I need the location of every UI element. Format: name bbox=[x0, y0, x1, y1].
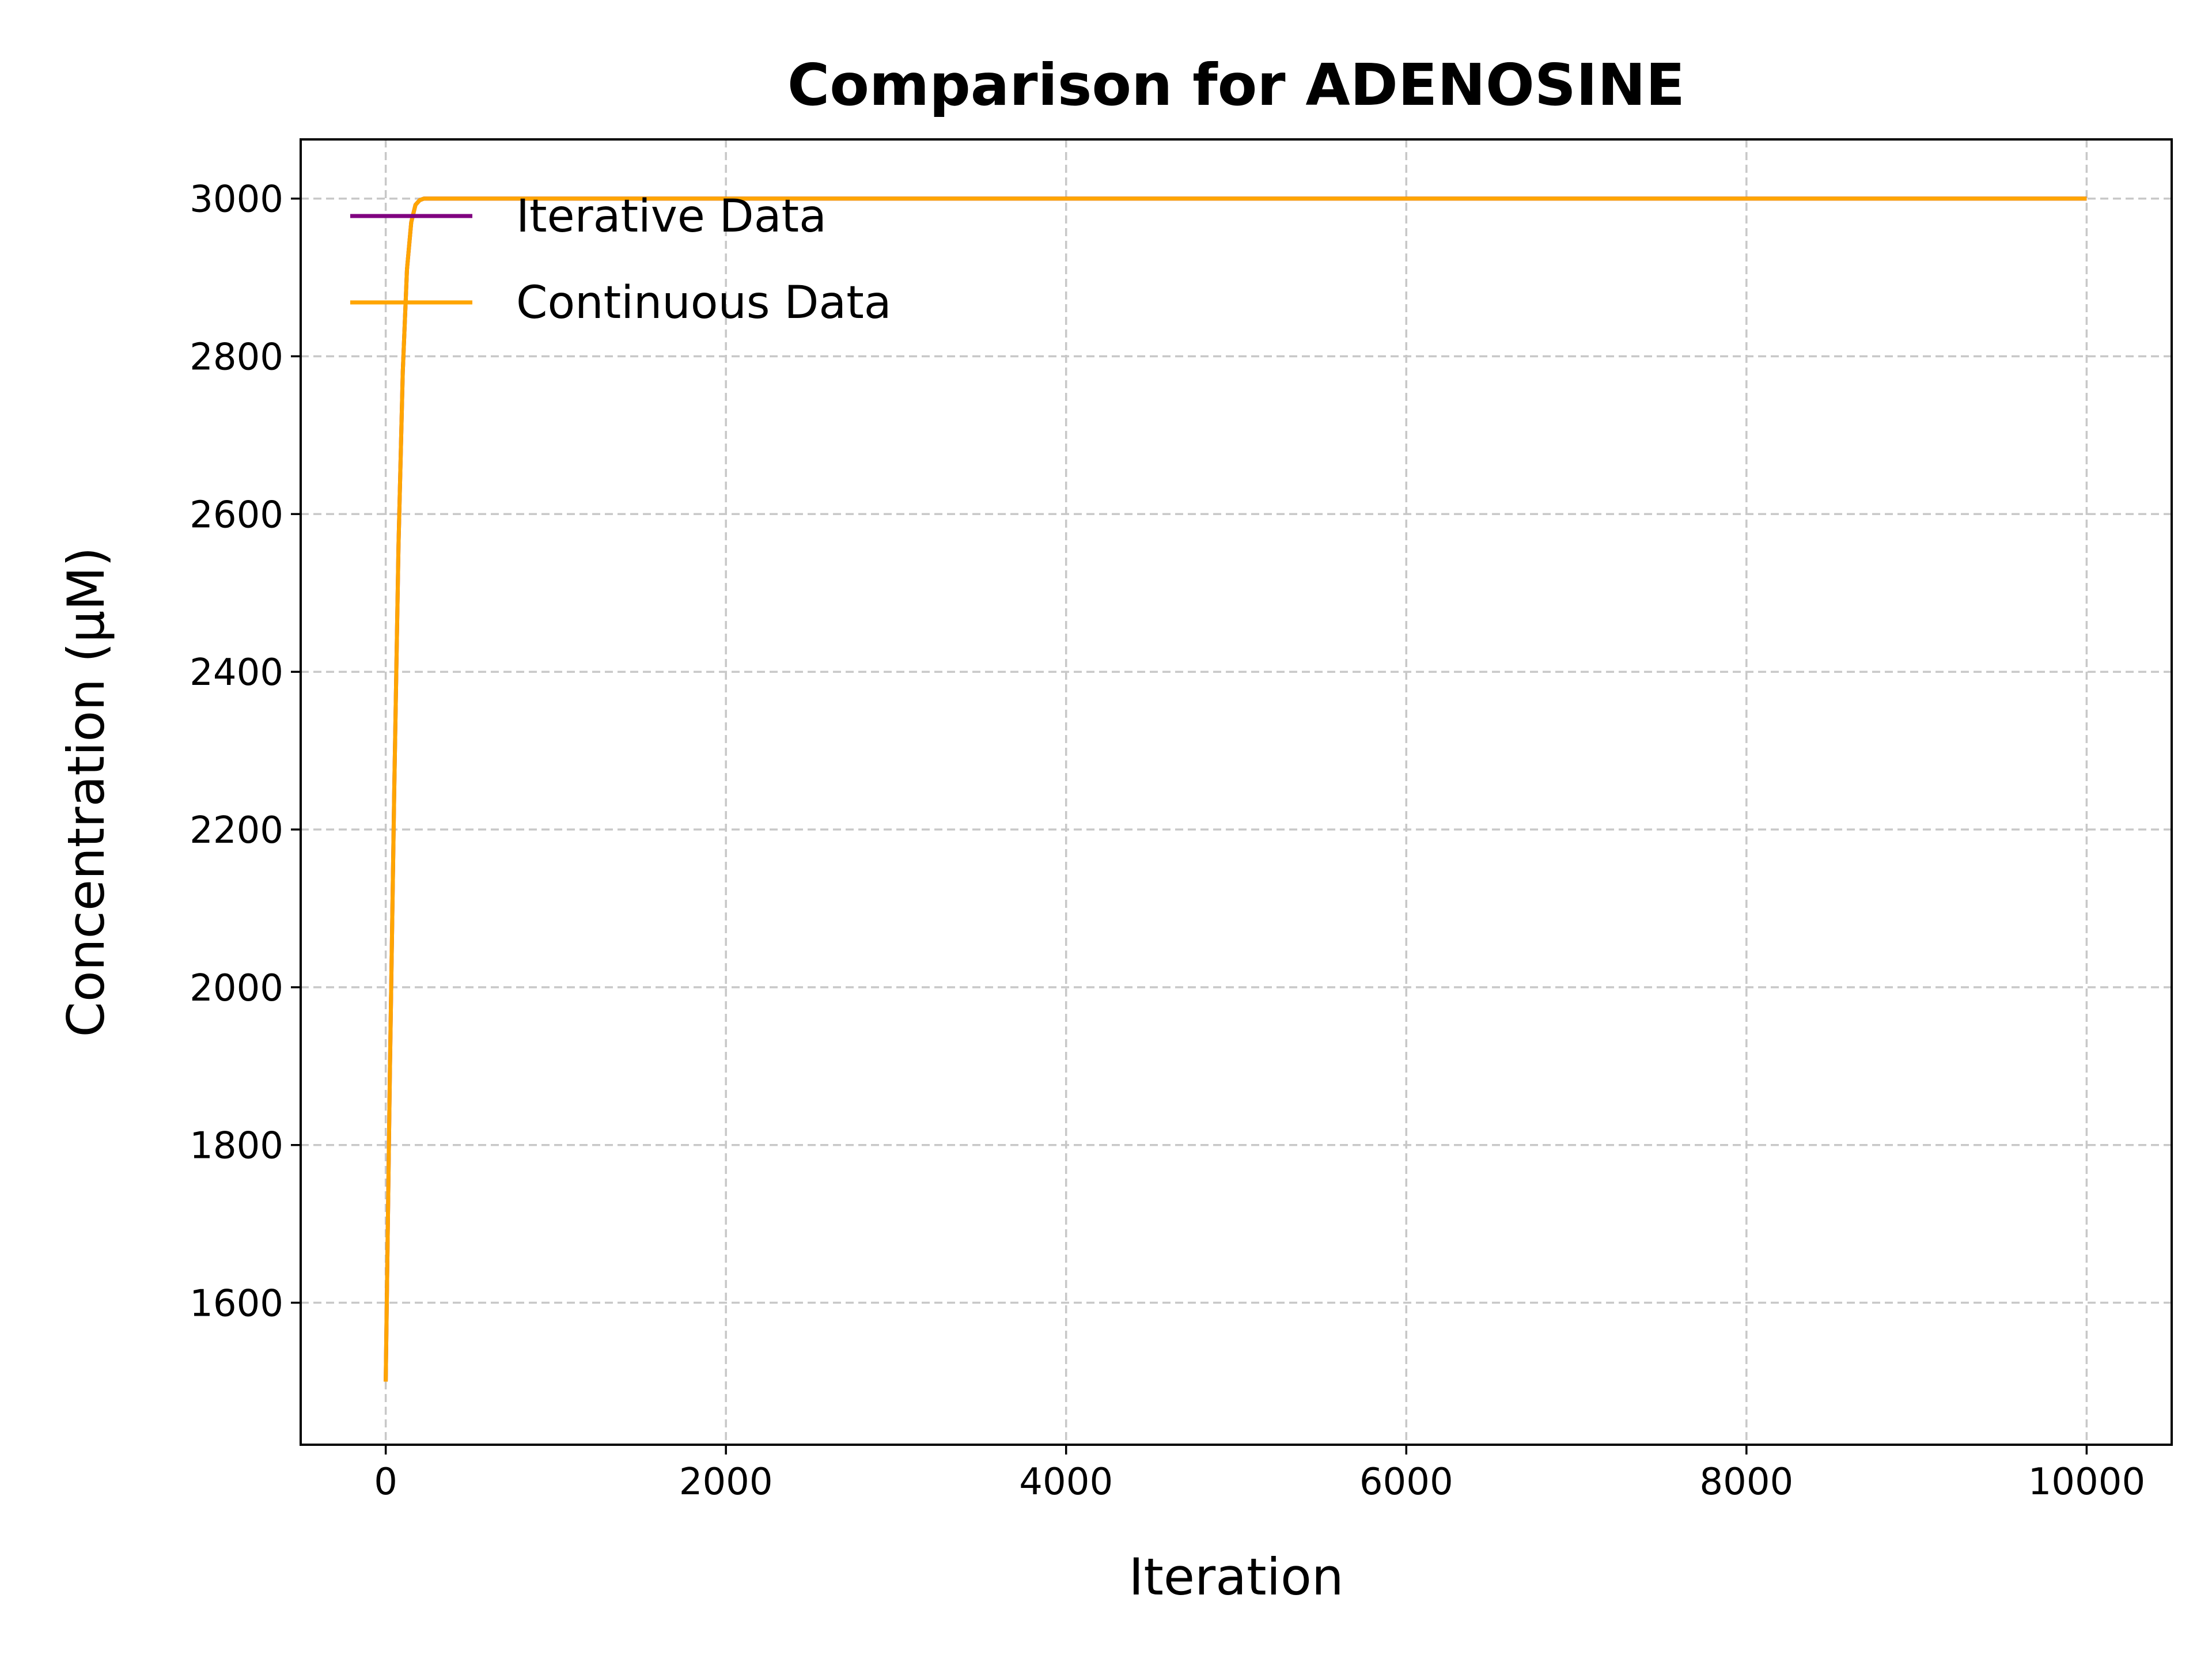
plot-frame bbox=[300, 138, 2173, 1446]
x-tick-label: 4000 bbox=[1019, 1461, 1113, 1503]
legend: Iterative Data Continuous Data bbox=[350, 191, 892, 329]
y-tick-label: 2400 bbox=[190, 652, 283, 694]
y-tick-label: 3000 bbox=[190, 179, 283, 221]
legend-label-1: Iterative Data bbox=[516, 191, 827, 243]
x-axis-label: Iteration bbox=[1128, 1547, 1343, 1607]
grid-lines bbox=[301, 139, 2172, 1445]
chart-title: Comparison for ADENOSINE bbox=[787, 51, 1685, 119]
axis-ticks: 0 2000 4000 6000 8000 10000 1600 1800 2000 2200 24… bbox=[190, 179, 2145, 1503]
y-tick-label: 2800 bbox=[190, 336, 283, 379]
y-tick-label: 2200 bbox=[190, 809, 283, 852]
y-axis-label: Concentration (μM) bbox=[56, 547, 116, 1037]
x-tick-label: 0 bbox=[374, 1461, 397, 1503]
y-tick-label: 2600 bbox=[190, 494, 283, 536]
x-tick-label: 8000 bbox=[1699, 1461, 1793, 1503]
x-tick-label: 2000 bbox=[679, 1461, 773, 1503]
legend-label-2: Continuous Data bbox=[516, 277, 892, 329]
y-tick-label: 2000 bbox=[190, 967, 283, 1010]
x-tick-label: 10000 bbox=[2028, 1461, 2146, 1503]
series-lines bbox=[384, 196, 2087, 1382]
series-line-2 bbox=[384, 196, 2087, 1382]
x-tick-label: 6000 bbox=[1359, 1461, 1453, 1503]
y-tick-label: 1600 bbox=[190, 1283, 283, 1325]
y-tick-label: 1800 bbox=[190, 1125, 283, 1168]
